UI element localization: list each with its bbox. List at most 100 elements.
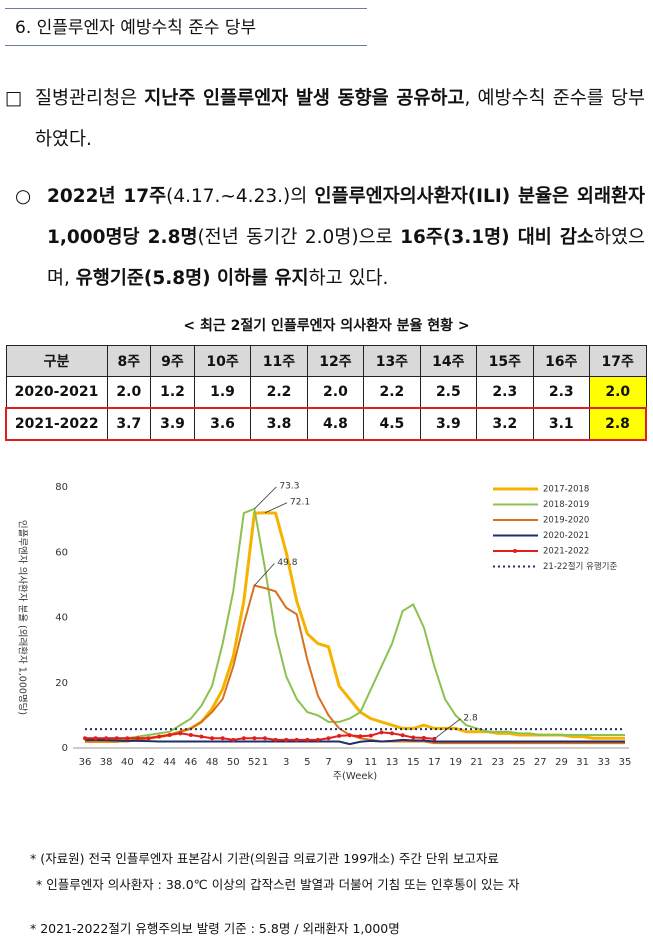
point (400, 733, 405, 738)
point (263, 736, 267, 741)
table-cell: 2.0 (106, 376, 152, 409)
x-tick-label: 29 (555, 757, 568, 768)
legend-label: 2018-2019 (543, 500, 589, 510)
header-row: 구분 8주 9주 10주 11주 12주 13주 14주 15주 16주 17주 (5, 345, 647, 377)
table-cell: 2.0 (588, 376, 647, 409)
point (188, 732, 193, 737)
point (104, 736, 109, 741)
table-row: 2020-2021 2.0 1.2 1.9 2.2 2.0 2.2 2.5 2.3 2.3 2.0 (5, 376, 647, 409)
legend-label: 2021-2022 (543, 547, 589, 557)
point (241, 736, 246, 741)
x-tick-label: 25 (513, 757, 526, 768)
y-axis-label: 인플루엔자 의사환자 분율 (외래환자 1,000명당) (17, 520, 29, 715)
point (326, 736, 331, 741)
table-cell: 1.9 (193, 376, 252, 409)
point (210, 736, 215, 741)
point (284, 737, 289, 742)
x-tick-label: 44 (163, 757, 176, 768)
text-run: 16주(3.1명) 대비 감소 (400, 227, 594, 248)
y-tick-label: 20 (55, 678, 68, 689)
annotation-leader (254, 486, 277, 510)
x-tick-label: 5 (304, 757, 310, 768)
annotation: 73.3 (279, 481, 299, 491)
x-tick-label: 46 (185, 757, 198, 768)
x-tick-label: 48 (206, 757, 219, 768)
x-tick-label: 1 (262, 757, 268, 768)
y-tick-label: 60 (55, 547, 68, 558)
annotation-leader (434, 718, 461, 740)
x-tick-label: 3 (283, 757, 289, 768)
x-tick-label: 52 (248, 757, 261, 768)
x-tick-label: 11 (365, 757, 378, 768)
header-cell: 8주 (106, 345, 152, 377)
legend-label: 21-22절기 유행기준 (543, 561, 618, 572)
text-run: 질병관리청은 (35, 88, 145, 109)
text-run: 하고 있다. (308, 268, 389, 289)
point (83, 736, 87, 741)
bullet: □ (5, 88, 23, 109)
table-row: 2021-2022 3.7 3.9 3.6 3.8 4.8 4.5 3.9 3.2 3.1 2.8 (5, 407, 647, 441)
point (135, 736, 140, 741)
point (358, 734, 363, 739)
header-cell: 9주 (150, 345, 195, 377)
table: 구분 8주 9주 10주 11주 12주 13주 14주 15주 16주 17주 2020-2021 2… (5, 345, 647, 441)
x-tick-label: 50 (227, 757, 240, 768)
text-run: (전년 동기간 2.0명) (197, 227, 359, 248)
table-cell: 2020-2021 (5, 376, 108, 409)
point (93, 736, 98, 741)
table-cell: 1.2 (150, 376, 195, 409)
point (114, 736, 119, 741)
table-cell: 3.8 (250, 407, 308, 441)
legend-label: 2020-2021 (543, 531, 589, 541)
legend-label: 2019-2020 (543, 516, 589, 526)
text-run: (4.17.~4.23.) (166, 186, 291, 207)
text-run: 지난주 인플루엔자 발생 동향을 공유하고 (144, 88, 465, 109)
x-tick-label: 15 (407, 757, 420, 768)
header-cell: 15주 (476, 345, 534, 377)
footnote: * 인플루엔자 의사환자 : 38.0℃ 이상의 갑작스런 발열과 더불어 기침… (36, 877, 520, 892)
point (421, 735, 426, 740)
table-cell: 2.5 (419, 376, 478, 409)
x-tick-label: 42 (142, 757, 155, 768)
table-cell: 3.1 (532, 407, 590, 441)
point (220, 736, 225, 741)
series-line (85, 738, 625, 746)
table-cell: 4.5 (363, 407, 421, 441)
table-cell: 3.2 (476, 407, 534, 441)
y-tick-label: 0 (62, 743, 68, 754)
header-cell: 10주 (193, 345, 252, 377)
x-tick-label: 33 (597, 757, 610, 768)
header-cell: 구분 (5, 345, 108, 377)
point (390, 731, 395, 736)
series-line (85, 584, 625, 745)
series-line (85, 731, 435, 741)
annotation: 2.8 (463, 713, 478, 723)
x-axis-label: 주(Week) (333, 771, 377, 782)
x-tick-label: 38 (100, 757, 113, 768)
x-tick-label: 40 (121, 757, 134, 768)
legend-marker (513, 549, 517, 553)
point (231, 737, 236, 742)
legend-label: 2017-2018 (543, 485, 589, 495)
point (273, 737, 278, 742)
x-tick-label: 27 (534, 757, 547, 768)
text-run: 2022년 17주 (47, 186, 167, 207)
point (347, 733, 352, 738)
header-cell: 13주 (363, 345, 421, 377)
x-tick-label: 13 (386, 757, 399, 768)
footnote: * (자료원) 전국 인플루엔자 표본감시 기관(의원급 의료기관 199개소)… (30, 851, 499, 866)
header-cell: 14주 (419, 345, 478, 377)
table-cell: 3.9 (419, 407, 478, 441)
x-tick-label: 9 (347, 757, 353, 768)
table-cell: 4.8 (306, 407, 365, 441)
annotation-leader (254, 563, 275, 586)
text-run: 하였으며, (47, 227, 645, 289)
point (315, 737, 320, 742)
table-cell: 2.2 (250, 376, 308, 409)
table-cell: 2.2 (363, 376, 421, 409)
point (125, 736, 130, 741)
section-title: 6. 인플루엔자 예방수칙 준수 당부 (5, 8, 367, 46)
